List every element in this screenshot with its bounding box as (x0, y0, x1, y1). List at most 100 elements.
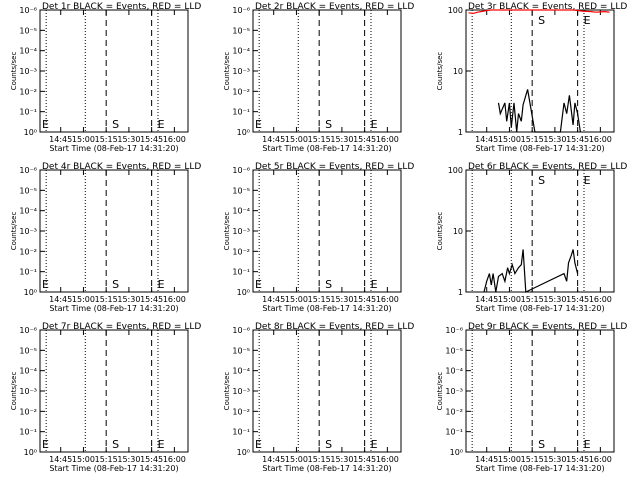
start-marker: S (325, 278, 332, 291)
x-tick-label: 15:45 (353, 135, 376, 144)
x-tick-label: 14:45 (262, 455, 285, 464)
panel-title: Det 7r BLACK = Events, RED = LLD (42, 322, 201, 332)
y-tick-label: 10⁰ (237, 128, 250, 137)
panel-title: Det 4r BLACK = Events, RED = LLD (42, 162, 201, 172)
start-marker: S (112, 118, 119, 131)
end-marker: E (42, 438, 49, 451)
y-tick-label: 10⁻³ (445, 387, 463, 396)
y-tick-label: 10⁻³ (19, 67, 37, 76)
x-tick-label: 14:45 (49, 455, 72, 464)
x-tick-label: 16:00 (589, 455, 612, 464)
plot-frame (252, 329, 402, 453)
x-tick-label: 16:00 (163, 295, 186, 304)
y-axis-label: Counts/sec (223, 212, 231, 251)
y-tick-label: 10⁻² (19, 407, 37, 416)
y-tick-label: 10⁰ (450, 448, 463, 457)
x-tick-label: 15:30 (330, 135, 353, 144)
y-tick-label: 10⁻⁵ (232, 186, 250, 195)
end-marker: E (371, 118, 378, 131)
end-marker: E (42, 118, 49, 131)
plot-frame (39, 329, 189, 453)
y-axis-label: Counts/sec (436, 372, 444, 411)
y-tick-label: 100 (448, 6, 463, 15)
end-marker: E (584, 174, 591, 187)
y-tick-label: 10⁰ (24, 448, 37, 457)
x-tick-label: 15:30 (330, 455, 353, 464)
y-tick-label: 10⁻⁶ (232, 326, 250, 335)
start-marker: S (538, 14, 545, 27)
y-axis-label: Counts/sec (10, 52, 18, 91)
x-tick-label: 14:45 (49, 295, 72, 304)
x-axis-label: Start Time (08-Feb-17 14:31:20) (475, 464, 604, 473)
y-axis-label: Counts/sec (223, 372, 231, 411)
start-marker: S (538, 174, 545, 187)
panel-det-2: Det 2r BLACK = Events, RED = LLD 10⁰ 10⁻¹ 1… (223, 2, 414, 153)
end-marker: E (584, 438, 591, 451)
x-tick-label: 15:30 (543, 295, 566, 304)
start-marker: S (325, 118, 332, 131)
y-axis-label: Counts/sec (10, 372, 18, 411)
panel-title: Det 3r BLACK = Events, RED = LLD (468, 2, 627, 12)
x-tick-label: 15:45 (566, 295, 589, 304)
y-tick-label: 100 (448, 166, 463, 175)
x-tick-label: 15:30 (543, 135, 566, 144)
lld-series-line (468, 9, 610, 15)
y-tick-label: 10⁰ (24, 288, 37, 297)
x-tick-label: 14:45 (262, 135, 285, 144)
y-tick-label: 10⁻² (232, 407, 250, 416)
panel-title: Det 1r BLACK = Events, RED = LLD (42, 2, 201, 12)
end-marker: E (158, 278, 165, 291)
plot-frame (465, 9, 615, 133)
x-axis-label: Start Time (08-Feb-17 14:31:20) (262, 304, 391, 313)
x-tick-label: 15:45 (566, 455, 589, 464)
y-axis-label: Counts/sec (10, 212, 18, 251)
x-tick-label: 15:30 (117, 455, 140, 464)
x-axis-label: Start Time (08-Feb-17 14:31:20) (475, 304, 604, 313)
end-marker: E (158, 118, 165, 131)
start-marker: S (112, 278, 119, 291)
x-tick-label: 15:45 (353, 295, 376, 304)
y-tick-label: 10⁻⁵ (445, 346, 463, 355)
y-tick-label: 10⁻³ (19, 387, 37, 396)
y-tick-label: 10⁻⁴ (19, 207, 37, 216)
plot-frame (39, 9, 189, 133)
y-tick-label: 10⁻⁶ (232, 166, 250, 175)
y-tick-label: 10⁻⁴ (232, 207, 250, 216)
plot-frame (39, 169, 189, 293)
y-tick-label: 10⁻¹ (19, 108, 37, 117)
end-marker: E (158, 438, 165, 451)
plot-frame (252, 169, 402, 293)
x-tick-label: 16:00 (163, 135, 186, 144)
y-tick-label: 1 (458, 128, 463, 137)
x-tick-label: 16:00 (376, 455, 399, 464)
x-axis-label: Start Time (08-Feb-17 14:31:20) (49, 304, 178, 313)
y-tick-label: 10⁻⁵ (19, 26, 37, 35)
y-tick-label: 10⁻¹ (19, 268, 37, 277)
x-tick-label: 14:45 (475, 135, 498, 144)
events-series-line (483, 249, 579, 293)
x-tick-label: 16:00 (163, 455, 186, 464)
panel-det-4: Det 4r BLACK = Events, RED = LLD 10⁰ 10⁻¹ 1… (10, 162, 201, 313)
x-tick-label: 15:15 (308, 295, 331, 304)
end-marker: E (584, 14, 591, 27)
panel-title: Det 9r BLACK = Events, RED = LLD (468, 322, 627, 332)
x-tick-label: 15:15 (308, 135, 331, 144)
x-tick-label: 15:45 (140, 135, 163, 144)
y-tick-label: 10⁻⁵ (232, 26, 250, 35)
end-marker: E (371, 278, 378, 291)
x-tick-label: 15:00 (498, 295, 521, 304)
y-tick-label: 10⁻¹ (232, 268, 250, 277)
y-tick-label: 10⁻⁴ (445, 367, 463, 376)
y-tick-label: 10⁰ (237, 288, 250, 297)
panel-det-9: Det 9r BLACK = Events, RED = LLD 10⁰ 10⁻¹ 1… (436, 322, 627, 473)
panel-det-3: Det 3r BLACK = Events, RED = LLD 1 10 100 Co… (436, 2, 627, 153)
panel-det-8: Det 8r BLACK = Events, RED = LLD 10⁰ 10⁻¹ 1… (223, 322, 414, 473)
x-tick-label: 14:45 (475, 295, 498, 304)
x-tick-label: 14:45 (262, 295, 285, 304)
y-tick-label: 10 (453, 227, 463, 236)
x-axis-label: Start Time (08-Feb-17 14:31:20) (262, 464, 391, 473)
y-tick-label: 10⁻⁶ (19, 166, 37, 175)
y-tick-label: 10⁻² (19, 247, 37, 256)
x-tick-label: 15:45 (140, 455, 163, 464)
panel-det-5: Det 5r BLACK = Events, RED = LLD 10⁰ 10⁻¹ 1… (223, 162, 414, 313)
